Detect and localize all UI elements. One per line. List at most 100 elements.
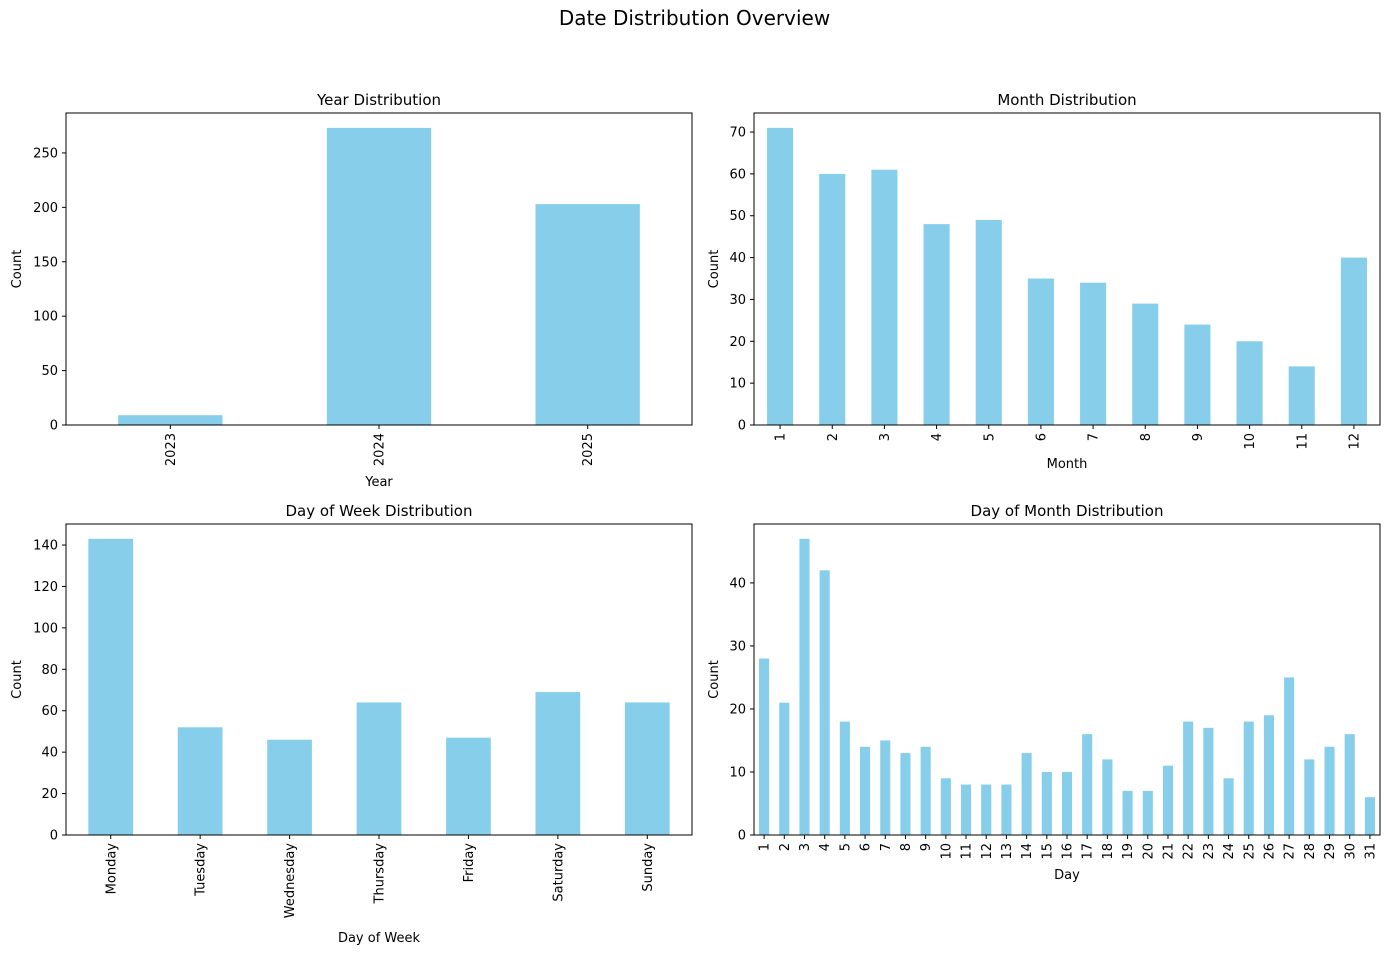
bar-12: [1340, 257, 1367, 425]
x-tick-label: 21: [1162, 843, 1177, 860]
bar-8: [1132, 303, 1159, 425]
y-tick-label: 30: [729, 293, 746, 308]
y-tick-label: 20: [729, 702, 746, 717]
y-tick-label: 50: [41, 364, 58, 379]
y-tick-label: 120: [33, 580, 58, 595]
x-tick-label: 19: [1121, 843, 1136, 860]
x-tick-label: 2: [826, 433, 841, 441]
bar-2: [819, 173, 846, 425]
bar-13: [1001, 784, 1012, 835]
subplot-3: 0 20 40 60 80 100 120 140 Monday Tuesday Wednesday…: [10, 502, 693, 946]
bar-11: [1288, 366, 1315, 425]
x-tick-label: 1: [774, 433, 789, 441]
x-axis-label: Year: [364, 475, 393, 490]
bar-10: [1236, 341, 1263, 425]
x-tick-label: 3: [798, 843, 813, 851]
x-tick-label: 12: [1347, 433, 1362, 450]
x-tick-label: 13: [1000, 843, 1015, 860]
bar-2025: [535, 204, 640, 425]
bar-16: [1061, 771, 1073, 835]
bar-7: [880, 740, 891, 835]
subplot-title: Year Distribution: [316, 91, 441, 109]
x-axis-label: Day of Week: [338, 931, 421, 946]
x-tick-label: 9: [919, 843, 934, 851]
y-axis-label: Count: [707, 250, 722, 289]
bar-31: [1364, 797, 1375, 835]
y-axis-label: Count: [707, 660, 722, 699]
bar-5: [839, 721, 850, 835]
bar-3: [871, 169, 898, 425]
x-tick-label: 11: [1295, 433, 1310, 450]
x-tick-label: 4: [818, 843, 833, 851]
bar-6: [1027, 278, 1054, 425]
bar-26: [1263, 715, 1274, 835]
x-tick-label: 6: [1034, 433, 1049, 441]
x-tick-label: 11: [960, 843, 975, 860]
y-tick-label: 40: [41, 746, 58, 761]
bar-1: [759, 658, 770, 835]
subplot-title: Month Distribution: [997, 91, 1136, 109]
bar-22: [1183, 721, 1194, 835]
x-tick-label: 8: [899, 843, 914, 851]
bar-Monday: [88, 538, 134, 835]
y-tick-label: 80: [41, 663, 58, 678]
bar-15: [1041, 771, 1052, 835]
bar-5: [975, 219, 1002, 425]
y-tick-label: 10: [729, 377, 746, 392]
bar-29: [1324, 746, 1335, 835]
bar-24: [1223, 778, 1234, 835]
x-tick-label: 3: [878, 433, 893, 441]
y-tick-label: 0: [50, 829, 58, 844]
bar-19: [1122, 790, 1133, 835]
bar-9: [1184, 324, 1211, 425]
x-tick-label: Thursday: [373, 843, 388, 905]
x-tick-label: 1: [758, 843, 773, 851]
axes-frame: [753, 112, 1381, 426]
x-tick-label: 7: [879, 843, 894, 851]
x-tick-label: 6: [859, 843, 874, 851]
x-tick-label: 5: [982, 433, 997, 441]
bar-27: [1284, 677, 1295, 835]
x-tick-label: 26: [1262, 843, 1277, 860]
x-tick-label: 20: [1141, 843, 1156, 860]
bar-1: [767, 127, 794, 425]
x-tick-label: 5: [838, 843, 853, 851]
x-tick-label: Saturday: [551, 843, 566, 902]
x-tick-label: 22: [1182, 843, 1197, 860]
x-tick-label: 2: [778, 843, 793, 851]
y-tick-label: 140: [33, 539, 58, 554]
bar-2023: [118, 415, 223, 425]
bar-Friday: [446, 737, 491, 835]
x-tick-label: Tuesday: [194, 843, 209, 897]
bar-14: [1021, 753, 1032, 835]
y-tick-label: 70: [729, 126, 746, 141]
y-tick-label: 100: [33, 621, 58, 636]
x-tick-label: 25: [1242, 843, 1257, 860]
bar-Saturday: [535, 692, 581, 835]
bar-12: [981, 784, 992, 835]
x-tick-label: 12: [980, 843, 995, 860]
bar-9: [920, 746, 931, 835]
x-tick-label: 10: [1243, 433, 1258, 450]
bar-3: [799, 538, 810, 835]
bar-20: [1142, 790, 1153, 835]
subplot-title: Day of Month Distribution: [971, 502, 1164, 520]
bar-17: [1082, 734, 1093, 835]
x-tick-label: 2025: [581, 433, 596, 466]
x-tick-label: Wednesday: [283, 843, 298, 919]
bar-Thursday: [356, 702, 402, 835]
bar-2024: [326, 127, 432, 425]
bar-6: [860, 746, 871, 835]
bar-23: [1203, 727, 1214, 835]
subplot-1: 0 50 100 150 200 250 2023 2024 2025 Year Distribu…: [10, 91, 693, 490]
x-tick-label: 16: [1061, 843, 1076, 860]
x-tick-label: 9: [1191, 433, 1206, 441]
bar-7: [1080, 282, 1107, 425]
y-tick-label: 10: [729, 765, 746, 780]
x-tick-label: 10: [939, 843, 954, 860]
x-tick-label: 14: [1020, 843, 1035, 860]
y-tick-label: 0: [738, 419, 746, 434]
y-tick-label: 20: [41, 787, 58, 802]
